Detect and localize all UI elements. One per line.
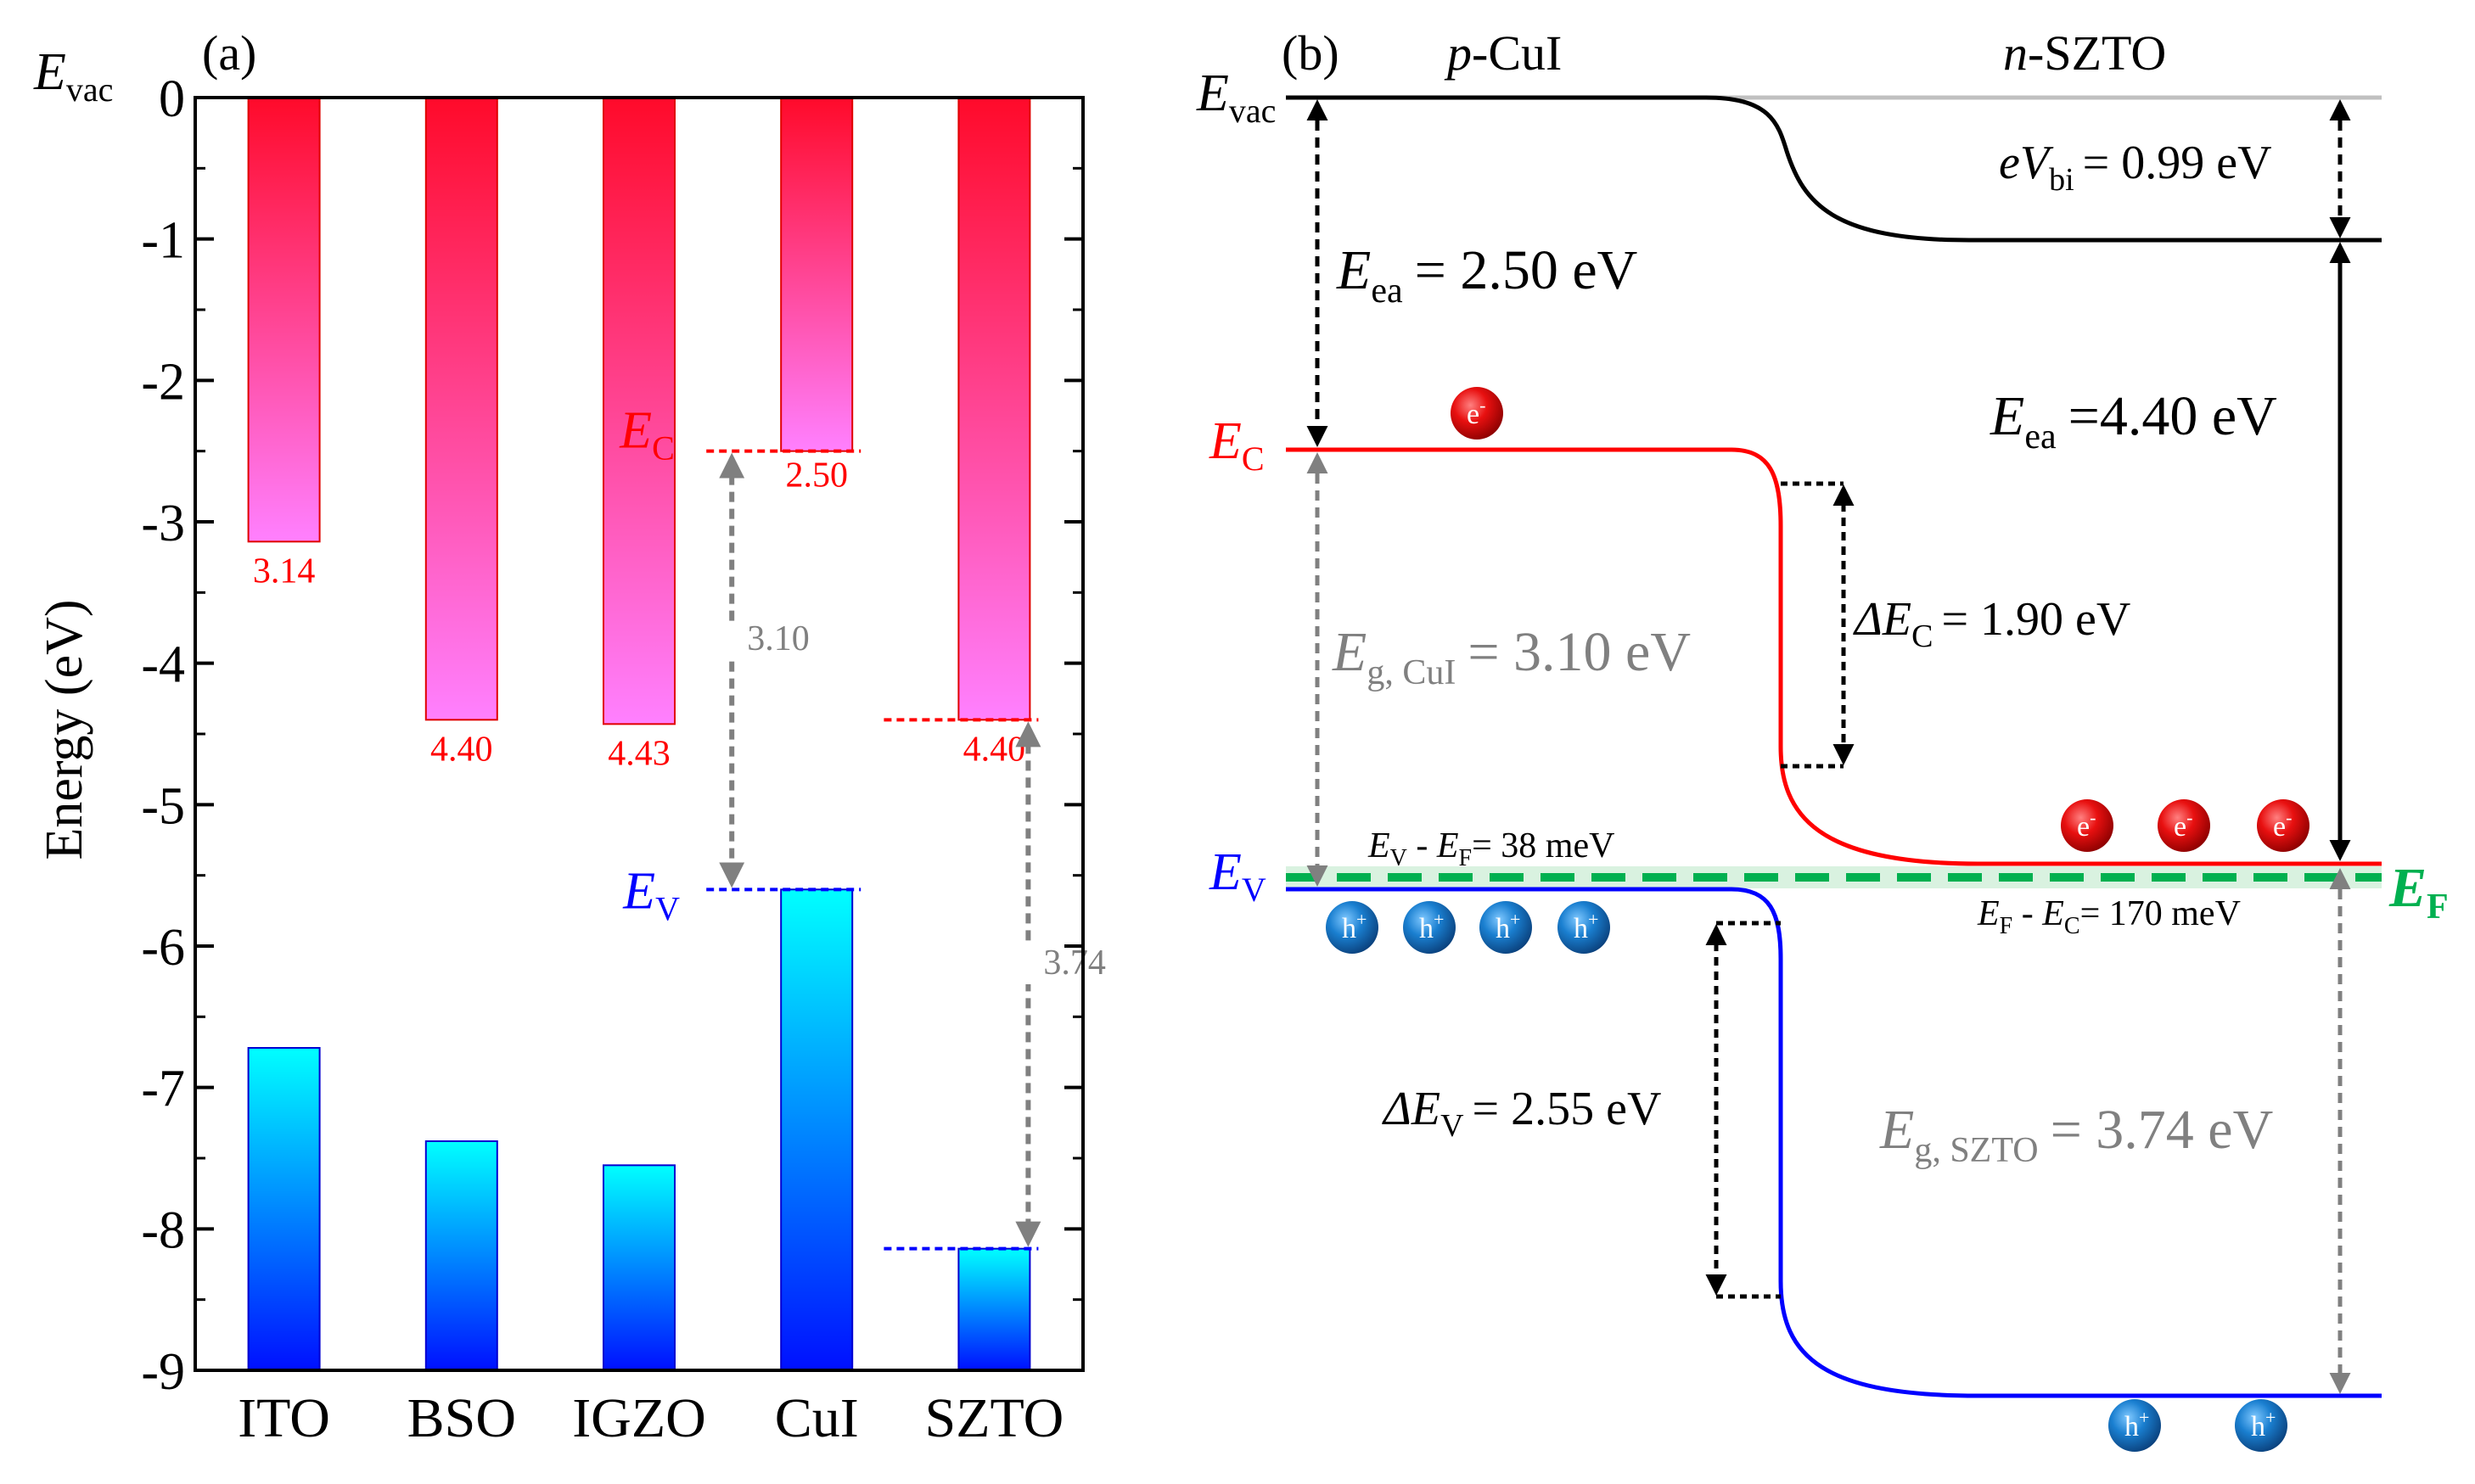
plot-frame bbox=[194, 96, 1085, 1372]
y-tick-label: -2 bbox=[141, 353, 185, 411]
ef-level-label: EF bbox=[2388, 857, 2449, 927]
hole-circle bbox=[1557, 901, 1610, 954]
ef-ec-offset-label: EF - EC= 170 meV bbox=[1977, 894, 2241, 939]
ec-label: EC bbox=[619, 402, 675, 468]
y-tick-label: -7 bbox=[141, 1061, 185, 1118]
carrier-symbol: e- bbox=[2273, 807, 2292, 843]
ev-level-label: EV bbox=[1209, 843, 1266, 909]
hole-circle bbox=[1403, 901, 1456, 954]
panel-a-label: (a) bbox=[202, 25, 256, 81]
y-tick-label: -8 bbox=[141, 1201, 185, 1259]
hole-circle bbox=[2108, 1399, 2161, 1452]
category-label: CuI bbox=[775, 1387, 859, 1449]
cbm-value-label: 4.43 bbox=[608, 734, 671, 773]
conduction-bar bbox=[424, 97, 498, 721]
panel-b-label: (b) bbox=[1282, 25, 1339, 81]
gap-label-bg bbox=[723, 621, 741, 660]
vbi-label: eVbi = 0.99 eV bbox=[1999, 137, 2272, 198]
ec-level-label: EC bbox=[1209, 412, 1265, 478]
n-side-label: n-SZTO bbox=[2003, 25, 2166, 81]
ev-label: EV bbox=[622, 862, 680, 927]
carrier-symbol: e- bbox=[2174, 807, 2192, 843]
y-axis-label: Energy (eV) bbox=[36, 599, 93, 860]
delta-ev-label: ΔEV = 2.55 eV bbox=[1382, 1083, 1661, 1144]
hole: h+ bbox=[1479, 901, 1532, 954]
cbm-value-label: 4.40 bbox=[963, 730, 1026, 769]
electron-circle bbox=[2257, 799, 2309, 852]
valence-band-curve bbox=[1286, 887, 2382, 1398]
band-gap-value-label: 3.74 bbox=[1043, 944, 1106, 983]
electron: e- bbox=[2061, 799, 2113, 852]
panel-b-band-diagram: (b) p-CuI n-SZTO Evac EC EV EF Eea = 2.50… bbox=[1196, 25, 2449, 1452]
y-tick-label: -6 bbox=[141, 919, 185, 977]
cbm-value-label: 2.50 bbox=[785, 456, 848, 496]
carrier-symbol: h+ bbox=[1342, 909, 1367, 944]
panel-a-chart: (a) Evac Energy (eV) 0 -1 -2 -3 -4 -5 -6 -7 -8 -9… bbox=[33, 25, 1106, 1449]
hole: h+ bbox=[1403, 901, 1456, 954]
hole-circle bbox=[1326, 901, 1378, 954]
hole: h+ bbox=[2235, 1399, 2287, 1452]
valence-bar bbox=[957, 1247, 1031, 1371]
y-tick-label: -9 bbox=[141, 1343, 185, 1401]
carrier-symbol: h+ bbox=[2124, 1407, 2149, 1442]
value-labels: 3.14 4.40 4.43 2.50 4.40 bbox=[253, 456, 1025, 774]
electron-circle bbox=[2061, 799, 2113, 852]
band-gap-arrows: 3.10 3.74 bbox=[706, 449, 1106, 1251]
cbm-value-label: 3.14 bbox=[253, 552, 316, 591]
ea-left-label: Eea = 2.50 eV bbox=[1336, 239, 1637, 311]
carrier-symbol: h+ bbox=[1496, 909, 1520, 944]
y-tick-label: -5 bbox=[141, 777, 185, 835]
y-tick-label: 0 bbox=[159, 70, 185, 128]
evac-level-label: Evac bbox=[1196, 64, 1276, 130]
ea-right-label: Eea =4.40 eV bbox=[1990, 385, 2277, 456]
hole: h+ bbox=[2108, 1399, 2161, 1452]
hole: h+ bbox=[1326, 901, 1378, 954]
p-side-label: p-CuI bbox=[1444, 25, 1562, 81]
electron-circle bbox=[1451, 387, 1503, 440]
valence-bar bbox=[780, 888, 854, 1372]
conduction-bar bbox=[603, 97, 676, 725]
carrier-symbol: e- bbox=[1467, 395, 1485, 430]
electron: e- bbox=[2158, 799, 2210, 852]
conduction-bar bbox=[247, 97, 321, 543]
carrier-symbol: e- bbox=[2077, 807, 2096, 843]
cbm-value-label: 4.40 bbox=[430, 730, 493, 769]
valence-bar bbox=[603, 1164, 676, 1372]
y-tick-label: -4 bbox=[141, 636, 185, 694]
category-label: BSO bbox=[407, 1387, 516, 1449]
conduction-bar bbox=[780, 97, 854, 452]
hole-circle bbox=[2235, 1399, 2287, 1452]
band-gap-value-label: 3.10 bbox=[747, 619, 810, 658]
carrier-symbol: h+ bbox=[2251, 1407, 2276, 1442]
y-axis-ticks: 0 -1 -2 -3 -4 -5 -6 -7 -8 -9 bbox=[141, 70, 1083, 1401]
electron: e- bbox=[1451, 387, 1503, 440]
ev-ef-offset-label: EV - EF= 38 meV bbox=[1367, 826, 1614, 871]
category-label: IGZO bbox=[572, 1387, 706, 1449]
category-label: SZTO bbox=[924, 1387, 1064, 1449]
electron: e- bbox=[2257, 799, 2309, 852]
carriers: e-e-e-e-h+ h+ h+ h+ h+ h+ bbox=[1326, 387, 2309, 1452]
hole: h+ bbox=[1557, 901, 1610, 954]
vacuum-level-label: Evac bbox=[33, 43, 113, 109]
eg-szto-label: Eg, SZTO = 3.74 eV bbox=[1879, 1099, 2273, 1170]
vacuum-level-curve bbox=[1286, 95, 2382, 243]
delta-ec-label: ΔEC = 1.90 eV bbox=[1853, 593, 2130, 654]
carrier-symbol: h+ bbox=[1574, 909, 1598, 944]
valence-bar bbox=[247, 1047, 321, 1371]
electron-circle bbox=[2158, 799, 2210, 852]
category-labels: ITO BSO IGZO CuI SZTO bbox=[238, 1387, 1064, 1449]
conduction-bar bbox=[957, 97, 1031, 721]
bars bbox=[247, 97, 1031, 1372]
delta-ev-bracket bbox=[1716, 921, 1781, 1299]
gap-label-bg bbox=[1019, 945, 1037, 984]
delta-ec-bracket bbox=[1781, 481, 1844, 769]
y-tick-label: -1 bbox=[141, 212, 185, 270]
valence-bar bbox=[424, 1140, 498, 1371]
eg-cui-label: Eg, CuI = 3.10 eV bbox=[1332, 621, 1691, 692]
carrier-symbol: h+ bbox=[1419, 909, 1444, 944]
hole-circle bbox=[1479, 901, 1532, 954]
y-tick-label: -3 bbox=[141, 495, 185, 552]
category-label: ITO bbox=[238, 1387, 330, 1449]
